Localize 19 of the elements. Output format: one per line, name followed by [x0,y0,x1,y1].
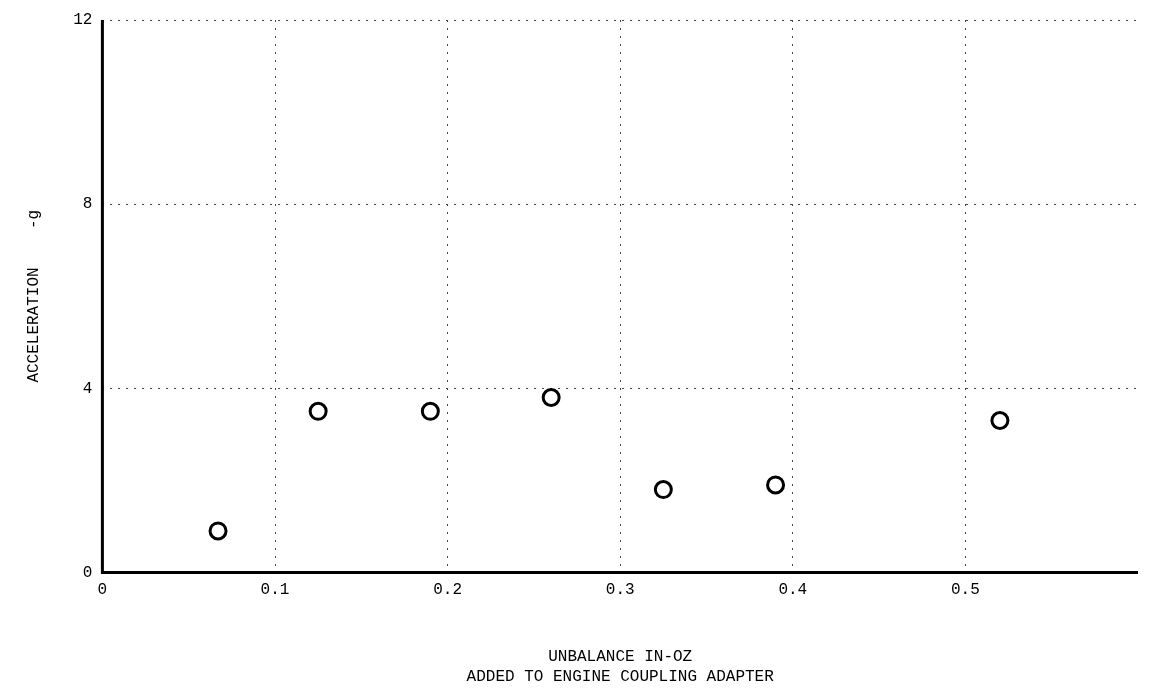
x-tick-label: 0.4 [778,581,808,600]
y-tick-label: 8 [82,195,93,214]
x-tick-label: 0 [97,581,108,600]
x-tick-label: 0.1 [260,581,290,600]
point [308,401,328,421]
point [420,401,440,421]
x-axis-title: UNBALANCE IN-OZ ADDED TO ENGINE COUPLING ADAPTER [466,648,775,686]
point [208,521,228,541]
y-tick-label: 0 [82,563,93,582]
y-tick-label: 12 [73,11,93,30]
point [653,480,673,500]
point [990,410,1010,430]
point [541,387,561,407]
x-tick-label: 0.5 [950,581,980,600]
x-tick-label: 0.3 [605,581,635,600]
x-tick-label: 0.2 [433,581,463,600]
y-axis-title: ACCELERATION -g [24,209,43,383]
point [766,475,786,495]
y-tick-label: 4 [82,379,93,398]
